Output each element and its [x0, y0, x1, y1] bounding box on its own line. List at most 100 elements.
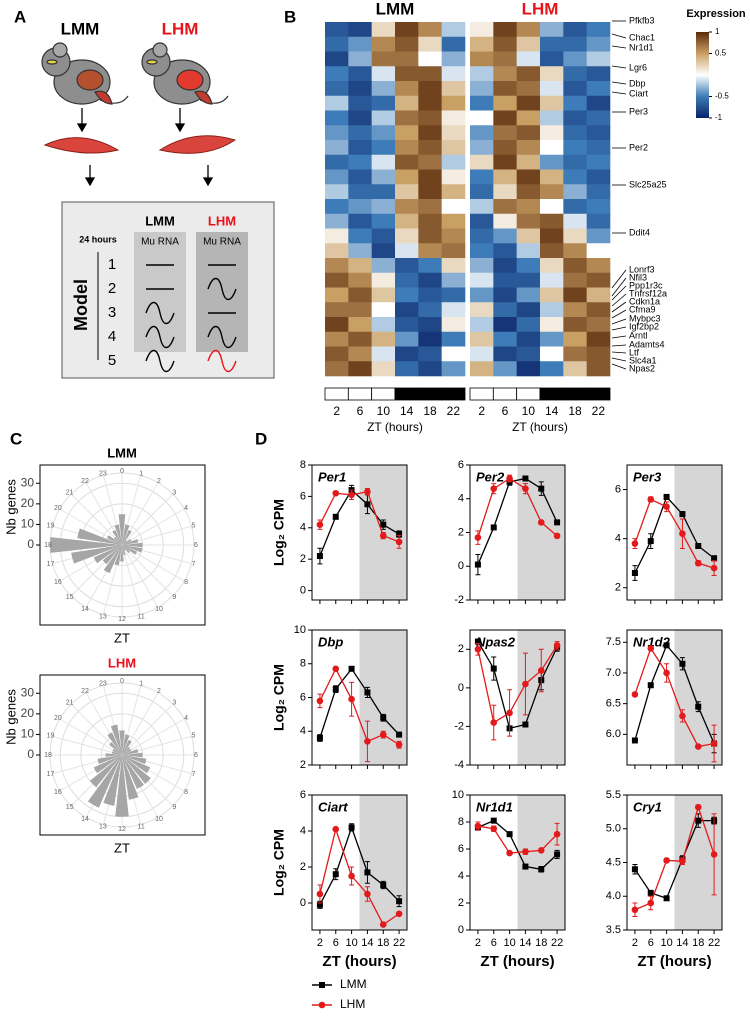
heatmap-cell — [563, 258, 587, 274]
heatmap-cell — [586, 125, 611, 141]
y-tick-label: 0 — [458, 924, 464, 936]
r-tick-label: 30 — [21, 475, 35, 489]
y-tick-label: 6 — [300, 789, 306, 801]
y-tick-label: -2 — [454, 720, 464, 732]
panel-label: B — [284, 7, 296, 26]
heatmap-cell — [348, 346, 372, 362]
heatmap-cell — [418, 317, 442, 333]
heatmap-cell — [348, 361, 372, 377]
y-tick-label: 8 — [300, 658, 306, 670]
x-tick-label: 10 — [377, 404, 391, 418]
polar-bar — [93, 755, 122, 774]
heatmap-cell — [371, 213, 396, 229]
data-point — [695, 703, 702, 710]
heatmap-cell — [470, 51, 494, 67]
gene-label: Slc4a1 — [629, 355, 657, 365]
heatmap-cell — [586, 346, 611, 362]
colorbar-tick-label: -0.5 — [715, 92, 729, 101]
heatmap-cell — [516, 302, 541, 318]
heatmap-cell — [395, 361, 419, 377]
x-tick-label: 14 — [361, 937, 373, 949]
x-tick-label: 22 — [447, 404, 461, 418]
grid-spoke — [121, 703, 174, 756]
heatmap-title: LHM — [522, 0, 559, 18]
polar-bar — [118, 514, 126, 545]
data-point — [710, 740, 718, 747]
heatmap-cell — [371, 51, 396, 67]
leader-line — [611, 318, 627, 325]
heatmap-cell — [441, 331, 466, 347]
data-point — [631, 570, 638, 576]
r-tick-label: 20 — [21, 496, 35, 510]
grid-spoke — [121, 544, 159, 608]
heatmap-cell — [441, 51, 466, 67]
heatmap-cell — [563, 140, 587, 156]
angle-label: 21 — [66, 490, 74, 497]
grid-spoke — [59, 718, 123, 756]
leader-line — [611, 277, 627, 297]
heatmap-cell — [470, 302, 494, 318]
gene-label: Cdkn1a — [629, 296, 660, 306]
x-tick-label: 18 — [692, 937, 704, 949]
heatmap-cell — [325, 22, 349, 38]
series-line — [634, 644, 715, 744]
heatmap-cell — [395, 228, 419, 244]
gene-label: Pfkfb3 — [629, 15, 655, 25]
data-point — [631, 737, 638, 744]
x-tick-label: 14 — [545, 404, 559, 418]
phase-bar — [469, 387, 494, 401]
heatmap-cell — [348, 95, 372, 111]
heatmap-cell — [395, 331, 419, 347]
phase-bar — [492, 387, 518, 401]
heatmap-cell — [516, 110, 541, 126]
heatmap-cell — [563, 331, 587, 347]
heatmap-cell — [371, 361, 396, 377]
leader-line — [611, 91, 627, 95]
heatmap-cell — [325, 110, 349, 126]
angle-label: 20 — [54, 715, 62, 722]
heatmap-cell — [371, 184, 396, 200]
row-label: 5 — [108, 352, 116, 369]
polar-bar — [119, 730, 125, 755]
plot-frame — [469, 794, 566, 931]
chart-title: LHM — [108, 655, 136, 670]
heatmap-cell — [470, 22, 494, 38]
heatmap-cell — [371, 95, 396, 111]
colorbar-tick-label: 0.5 — [715, 49, 727, 58]
heatmap-cell — [493, 287, 517, 303]
data-point — [316, 553, 323, 560]
colorbar-tick-label: -1 — [715, 113, 723, 122]
y-tick-label: 7.0 — [606, 667, 621, 679]
y-tick-label: 6 — [458, 459, 464, 471]
heatmap-cell — [418, 302, 442, 318]
colorbar-title: Expression — [686, 8, 746, 20]
heatmap-cell — [418, 258, 442, 274]
heatmap-cell — [540, 346, 564, 362]
data-point — [395, 538, 403, 546]
r-tick-label: 10 — [21, 517, 35, 531]
mouse-icon — [41, 42, 129, 105]
heatmap-cell — [348, 140, 372, 156]
plot-frame — [469, 629, 566, 766]
x-tick-label: 2 — [475, 937, 481, 949]
data-point — [474, 561, 481, 568]
heatmap-title: LMM — [376, 0, 415, 18]
data-point — [364, 890, 371, 898]
data-point — [679, 511, 686, 518]
polar-bar — [112, 529, 122, 545]
angle-label: 23 — [99, 470, 107, 477]
polar-bar — [110, 724, 122, 755]
data-point — [379, 731, 387, 738]
r-tick-label: 30 — [21, 685, 35, 699]
heatmap-cell — [325, 81, 349, 97]
heatmap-cell — [493, 228, 517, 244]
heatmap-cell — [441, 213, 466, 229]
data-point — [474, 638, 481, 645]
y-axis-label: Log₂ CPM — [271, 829, 287, 896]
angle-label: 1 — [139, 680, 143, 687]
polar-bar — [122, 752, 143, 758]
chart-title: Dbp — [318, 634, 343, 649]
x-axis-label: ZT — [114, 840, 130, 855]
heatmap-cell — [563, 51, 587, 67]
